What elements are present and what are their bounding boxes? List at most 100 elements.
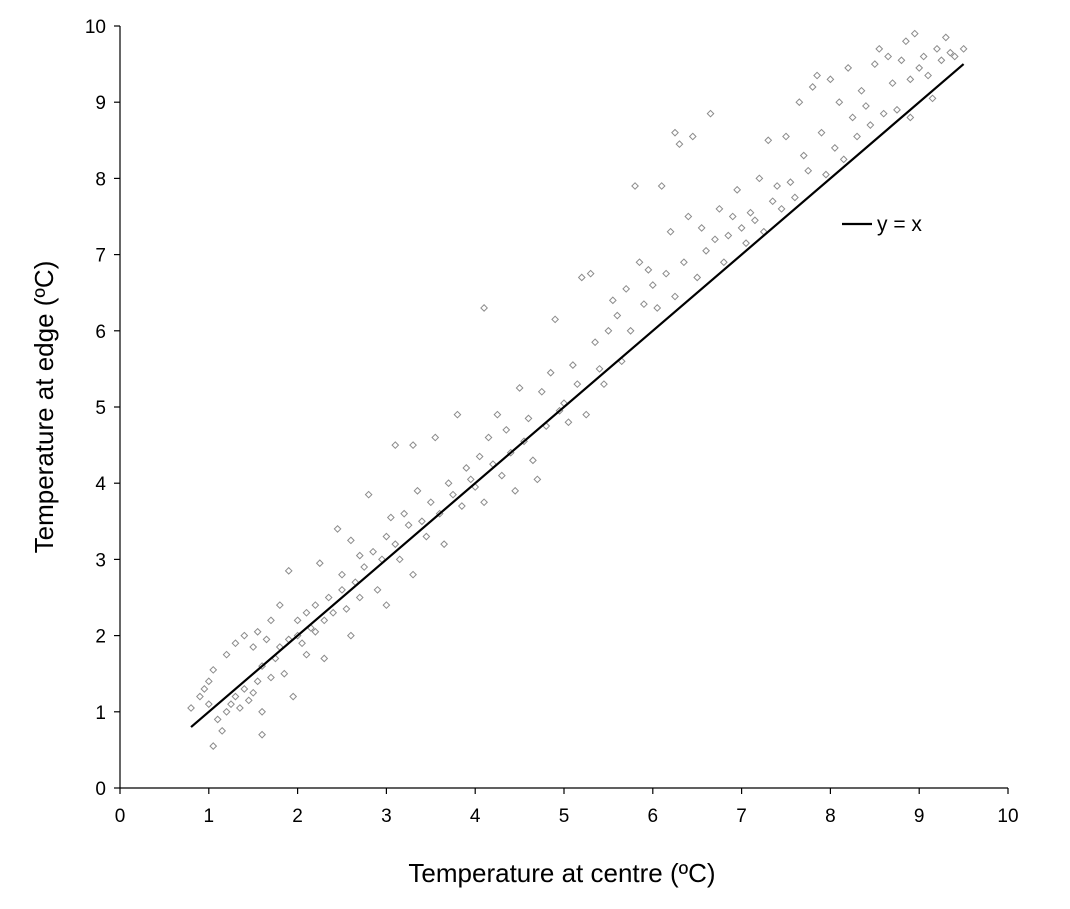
data-point — [711, 235, 719, 244]
data-point — [480, 498, 488, 507]
data-point — [875, 44, 884, 53]
data-point — [928, 94, 937, 103]
data-point — [346, 631, 355, 640]
data-point — [315, 559, 324, 568]
data-point — [187, 704, 195, 712]
data-point — [431, 433, 440, 442]
y-tick-label: 7 — [95, 246, 106, 267]
data-point — [275, 601, 284, 610]
data-point — [409, 570, 417, 579]
data-point — [386, 513, 395, 522]
data-point — [382, 532, 391, 541]
data-point — [577, 273, 586, 282]
data-point — [799, 151, 808, 160]
data-point — [413, 486, 422, 495]
reference-line-y-equals-x — [190, 63, 965, 728]
data-point — [768, 197, 777, 206]
data-point — [484, 433, 493, 442]
data-point — [755, 174, 764, 183]
y-axis-ticks: 0 1 2 3 4 5 6 7 8 9 10 — [85, 17, 120, 800]
data-point — [600, 380, 608, 389]
data-point — [400, 509, 409, 518]
data-point — [804, 166, 813, 175]
data-point — [737, 224, 746, 232]
data-point — [253, 677, 262, 686]
data-point — [613, 311, 622, 320]
data-point — [724, 231, 733, 240]
data-point — [706, 109, 715, 118]
data-point — [595, 364, 604, 373]
data-point — [857, 86, 866, 95]
data-point — [249, 688, 258, 697]
data-point — [426, 498, 435, 507]
data-point — [795, 98, 804, 107]
data-point — [284, 566, 293, 575]
data-point — [582, 410, 591, 419]
data-point — [289, 692, 298, 701]
data-point — [418, 517, 426, 526]
data-point — [924, 71, 932, 80]
data-point — [879, 109, 888, 118]
y-tick-label: 1 — [95, 703, 106, 724]
data-point — [919, 52, 928, 61]
data-point — [346, 536, 355, 545]
data-point — [671, 292, 679, 301]
data-point — [493, 410, 502, 419]
data-point — [684, 212, 693, 221]
data-point — [719, 258, 728, 267]
data-point — [888, 79, 897, 88]
data-point — [533, 475, 542, 484]
data-point — [915, 64, 924, 72]
data-point — [355, 551, 364, 560]
data-point — [462, 464, 471, 472]
data-point — [200, 685, 209, 693]
data-point — [715, 204, 724, 213]
data-point — [227, 700, 235, 709]
data-point — [213, 715, 222, 724]
data-point — [240, 685, 249, 693]
data-point — [409, 441, 417, 450]
y-tick-label: 6 — [95, 322, 106, 343]
data-point — [240, 631, 249, 640]
data-points — [187, 29, 968, 750]
plot-area: 0 1 2 3 4 5 6 7 8 9 10 0 1 2 3 4 5 6 7 8 9 10 — [85, 17, 1019, 827]
data-point — [808, 83, 817, 91]
data-point — [764, 136, 773, 145]
data-point — [897, 56, 906, 65]
data-point — [311, 627, 320, 636]
data-point — [249, 643, 258, 651]
data-point — [848, 113, 857, 122]
data-point — [893, 105, 901, 114]
data-point — [813, 71, 821, 80]
data-point — [391, 441, 400, 450]
data-point — [382, 601, 391, 610]
data-point — [262, 635, 271, 644]
data-point — [502, 425, 511, 434]
data-point — [369, 547, 377, 556]
data-point — [959, 44, 968, 53]
x-tick-label: 4 — [470, 806, 481, 827]
data-point — [679, 258, 688, 267]
data-point — [364, 490, 373, 499]
data-point — [231, 692, 240, 701]
y-tick-label: 4 — [95, 474, 106, 495]
data-point — [626, 326, 635, 335]
data-point — [497, 471, 506, 480]
data-point — [440, 540, 449, 549]
data-point — [515, 384, 524, 392]
data-point — [453, 410, 462, 419]
data-point — [258, 707, 266, 716]
x-tick-label: 3 — [381, 806, 392, 827]
data-point — [573, 380, 582, 389]
data-point — [662, 269, 671, 278]
data-point — [564, 418, 573, 427]
data-point — [222, 707, 231, 716]
data-point — [338, 585, 346, 594]
data-point — [511, 486, 520, 495]
data-point — [342, 605, 351, 613]
data-point — [355, 593, 364, 602]
y-tick-label: 9 — [95, 93, 106, 114]
x-tick-label: 5 — [559, 806, 570, 827]
data-point — [844, 64, 853, 72]
